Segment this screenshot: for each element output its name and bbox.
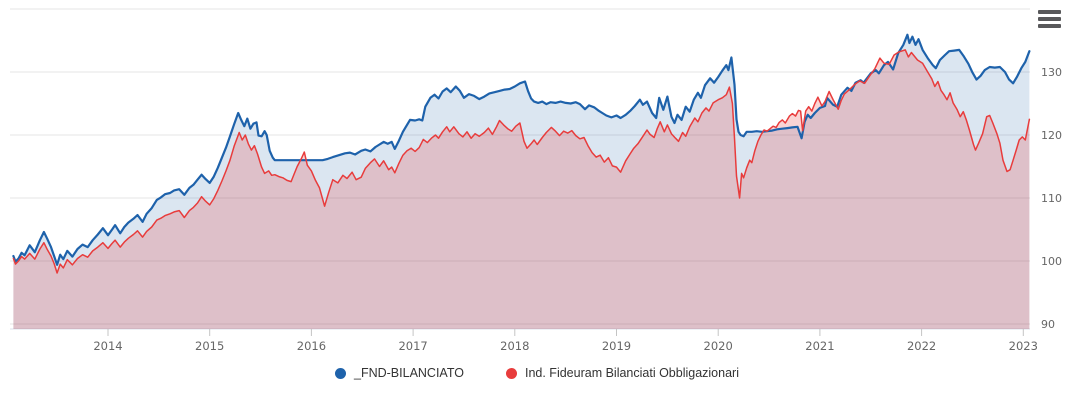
x-tick-label: 2019 xyxy=(602,339,631,353)
legend-dot-red xyxy=(505,367,517,379)
y-tick-label: 120 xyxy=(1041,129,1062,142)
series-area-0 xyxy=(13,34,1030,330)
legend-dot-blue xyxy=(335,367,346,379)
chart-legend: _FND-BILANCIATO Ind. Fideuram Bilanciati… xyxy=(0,362,1074,384)
y-tick-label: 130 xyxy=(1041,66,1062,79)
y-axis: 130 120 110 100 90 xyxy=(1041,66,1062,331)
y-tick-label: 90 xyxy=(1041,318,1055,331)
x-tick-label: 2017 xyxy=(398,339,427,353)
x-tick-label: 2022 xyxy=(907,339,936,353)
series-lines xyxy=(12,33,1031,274)
series-area-1 xyxy=(13,49,1030,330)
y-tick-label: 110 xyxy=(1041,192,1062,205)
x-tick-label: 2014 xyxy=(93,339,122,353)
area-fills xyxy=(13,34,1030,330)
legend-label-index: Ind. Fideuram Bilanciati Obbligazionari xyxy=(524,366,739,380)
x-tick-label: 2016 xyxy=(297,339,326,353)
series-line-1 xyxy=(12,49,1031,274)
x-axis: 2014 2015 2016 2017 2018 2019 2020 2021 2022 2023 xyxy=(93,329,1038,353)
legend-item-index[interactable]: Ind. Fideuram Bilanciati Obbligazionari xyxy=(505,366,739,380)
x-tick-label: 2021 xyxy=(805,339,834,353)
gridlines xyxy=(10,8,1030,330)
y-tick-label: 100 xyxy=(1041,255,1062,268)
legend-label-fund: _FND-BILANCIATO xyxy=(354,366,464,380)
x-tick-label: 2015 xyxy=(195,339,224,353)
x-tick-label: 2018 xyxy=(500,339,529,353)
hamburger-menu-icon xyxy=(1038,17,1061,21)
legend-item-fund[interactable]: _FND-BILANCIATO xyxy=(335,366,464,380)
x-tick-label: 2020 xyxy=(704,339,733,353)
x-tick-label: 2023 xyxy=(1009,339,1038,353)
chart-menu-button[interactable] xyxy=(1038,10,1061,28)
hamburger-menu-icon xyxy=(1038,10,1061,14)
hamburger-menu-icon xyxy=(1038,24,1061,28)
